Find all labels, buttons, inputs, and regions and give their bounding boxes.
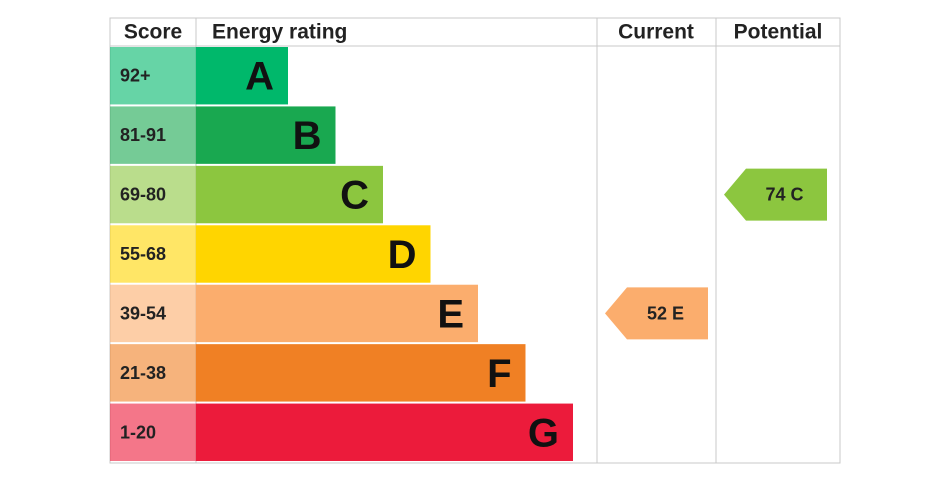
score-cell [110,403,196,461]
score-label: 1-20 [120,422,156,442]
score-cell [110,165,196,224]
rating-letter: A [245,55,274,99]
score-cell [110,225,196,283]
score-label: 81-91 [120,125,166,145]
rating-letter: C [340,174,369,218]
rating-bar [196,284,478,343]
rating-letter: G [528,411,559,455]
header: Current [618,21,694,44]
rating-letter: D [388,233,417,277]
rating-letter: E [437,292,464,336]
header: Score [124,21,182,44]
rating-bar [196,47,288,105]
score-cell [110,344,196,402]
rating-bar [196,165,383,224]
score-label: 92+ [120,66,151,86]
rating-letter: B [293,114,322,158]
rating-bar [196,106,336,164]
current-label: 52 E [647,303,684,323]
score-cell [110,47,196,105]
header: Energy rating [212,21,347,44]
score-label: 21-38 [120,363,166,383]
potential-label: 74 C [765,185,803,205]
score-label: 69-80 [120,185,166,205]
score-cell [110,284,196,343]
score-cell [110,106,196,164]
rating-letter: F [487,352,511,396]
potential-arrow [724,168,827,221]
current-arrow [605,287,708,340]
header: Potential [734,21,823,44]
score-label: 39-54 [120,303,166,323]
score-label: 55-68 [120,244,166,264]
rating-bar [196,225,431,283]
rating-bar [196,403,573,461]
rating-bar [196,344,526,402]
